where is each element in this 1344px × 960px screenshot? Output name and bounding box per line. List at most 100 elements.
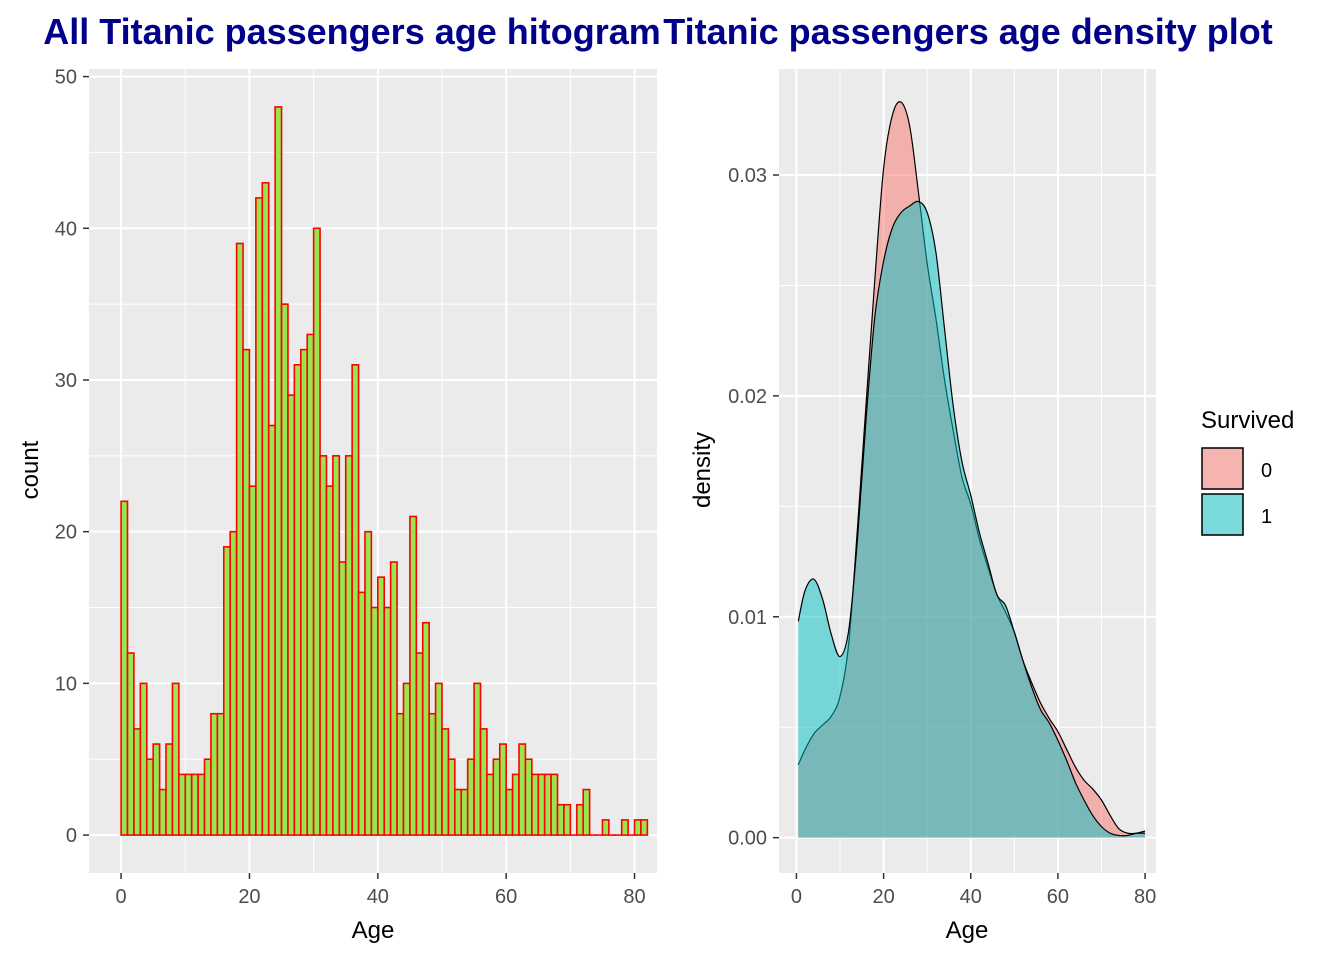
histogram-bar [126,652,135,836]
histogram-y-tick-label: 40 [55,218,77,240]
histogram-bar [505,788,514,836]
histogram-bar [312,227,321,836]
histogram-bar [210,712,219,836]
histogram-bar [287,394,296,836]
histogram-x-tick-label: 40 [367,886,389,908]
histogram-bar [498,743,507,836]
density-x-tick-label: 20 [872,886,894,908]
histogram-bar [531,773,540,836]
histogram-bars [120,106,649,836]
histogram-bar [389,561,398,836]
histogram-title: All Titanic passengers age hitogram [43,11,661,52]
legend-items: 01 [1201,447,1272,536]
histogram-bar [511,773,520,836]
legend: Survived 01 [1201,407,1294,536]
histogram-bar [518,743,527,836]
histogram-bar [357,591,366,836]
histogram-bar [492,758,501,836]
histogram-bar [338,561,347,836]
histogram-bar [171,682,180,836]
histogram-bar [293,364,302,836]
density-area-survived-1 [798,201,1146,838]
histogram-bar [556,803,565,836]
histogram-bar [274,106,283,836]
density-y-tick-label: 0.01 [728,607,767,629]
density-x-tick-label: 60 [1047,886,1069,908]
histogram-bar [203,758,212,836]
histogram-bar [563,803,572,836]
histogram-bar [633,819,642,836]
histogram-bar [255,197,264,836]
histogram-bar [299,348,309,836]
histogram-bar [332,455,341,836]
histogram-bar [575,803,584,836]
density-ticks: 0 20 40 60 80 0.00 0.01 0.02 0.03 [728,165,1156,908]
histogram-bar [537,773,546,836]
histogram-y-tick-label: 50 [55,67,77,89]
histogram-x-tick-label: 0 [116,886,127,908]
histogram-bar [351,364,360,836]
density-y-tick-label: 0.03 [728,165,767,187]
histogram-bar [319,455,328,836]
histogram-bar [165,743,174,836]
histogram-bar [415,652,424,836]
histogram-bar [409,515,418,836]
histogram-bar [402,682,411,836]
histogram-y-tick-label: 10 [55,673,77,695]
histogram-bar [524,758,533,836]
histogram-bar [364,530,373,836]
histogram-bar [158,788,167,836]
histogram-bar [197,773,206,836]
histogram-bar [601,819,610,836]
legend-key-survived-0 [1201,447,1244,490]
histogram-bar [543,773,552,836]
histogram-x-tick-label: 80 [623,886,645,908]
histogram-bar [235,242,244,836]
histogram-bar [280,303,289,836]
histogram-bar [428,712,437,836]
histogram-bar [473,682,482,836]
histogram-bar [133,728,142,836]
density-x-tick-label: 40 [960,886,982,908]
histogram-x-tick-label: 60 [495,886,517,908]
histogram-bar [486,773,495,836]
legend-title: Survived [1201,407,1294,434]
histogram-bar [229,530,238,836]
histogram-bar [454,788,463,836]
histogram-bar [582,788,591,836]
histogram-bar [306,333,315,836]
histogram-panel: 0 20 40 60 80 0 10 20 30 40 50 All Titanic passeng… [17,11,661,944]
histogram-x-axis-label: Age [352,917,395,944]
histogram-y-tick-label: 0 [66,825,77,847]
density-x-tick-label: 0 [791,886,802,908]
density-y-tick-label: 0.00 [728,828,767,850]
density-x-axis-label: Age [946,917,989,944]
histogram-x-tick-label: 20 [238,886,260,908]
histogram-bar [434,682,443,836]
histogram-bar [184,773,193,836]
histogram-bar [441,728,450,836]
legend-label-survived-1: 1 [1261,506,1272,528]
legend-key-survived-1 [1201,493,1244,536]
histogram-bar [190,773,199,836]
histogram-bar [421,621,430,836]
histogram-bar [325,485,334,836]
histogram-bar [120,500,129,836]
histogram-bar [370,606,379,836]
histogram-bar [396,712,405,836]
density-panel: 0 20 40 60 80 0.00 0.01 0.02 0.03 Titanic passen… [663,11,1273,944]
histogram-bar [222,546,231,836]
histogram-bar [377,576,386,836]
histogram-bar [261,181,270,836]
histogram-y-tick-label: 30 [55,370,77,392]
histogram-ticks: 0 20 40 60 80 0 10 20 30 40 50 [55,67,646,908]
histogram-y-axis-label: count [17,440,44,499]
histogram-bar [479,728,488,836]
histogram-bar [145,758,154,836]
histogram-bar [178,773,187,836]
density-x-tick-label: 80 [1134,886,1156,908]
histogram-bar [466,758,475,836]
histogram-bar [242,348,251,836]
density-title: Titanic passengers age density plot [663,11,1273,52]
histogram-bar [447,758,456,836]
